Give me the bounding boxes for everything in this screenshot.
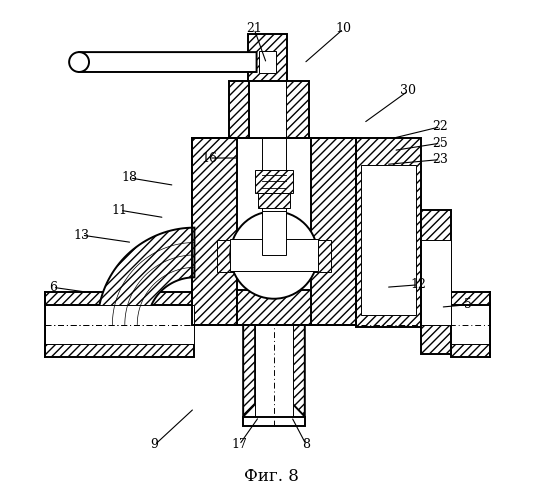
Polygon shape: [255, 170, 293, 193]
Polygon shape: [45, 292, 194, 304]
Polygon shape: [257, 193, 291, 208]
Text: 21: 21: [246, 22, 262, 35]
Text: 17: 17: [231, 438, 247, 452]
Polygon shape: [421, 210, 451, 354]
Text: Фиг. 8: Фиг. 8: [244, 468, 299, 484]
Polygon shape: [229, 81, 249, 138]
Text: 6: 6: [49, 281, 56, 294]
Polygon shape: [45, 344, 194, 357]
Polygon shape: [314, 240, 331, 272]
Bar: [243, 416, 305, 426]
Text: 8: 8: [302, 438, 310, 452]
Polygon shape: [98, 228, 194, 324]
Text: 5: 5: [464, 298, 472, 311]
Bar: [262, 211, 286, 255]
Polygon shape: [356, 138, 421, 327]
Bar: [262, 138, 286, 214]
Text: 13: 13: [73, 228, 90, 241]
Text: 16: 16: [201, 152, 217, 164]
Text: 9: 9: [151, 438, 159, 452]
Polygon shape: [311, 138, 356, 324]
Polygon shape: [451, 292, 490, 304]
Circle shape: [230, 211, 318, 298]
Text: 25: 25: [433, 136, 449, 149]
Text: 11: 11: [112, 204, 128, 216]
Text: 12: 12: [411, 278, 426, 291]
Polygon shape: [217, 240, 234, 272]
Text: 30: 30: [400, 84, 416, 98]
Polygon shape: [293, 324, 305, 416]
Bar: [230, 239, 318, 271]
Polygon shape: [72, 52, 257, 72]
Bar: [249, 81, 286, 138]
Bar: [192, 138, 356, 324]
Bar: [451, 304, 490, 344]
Text: 23: 23: [433, 153, 449, 166]
Polygon shape: [248, 34, 287, 81]
Bar: [255, 324, 293, 416]
Bar: [258, 51, 276, 74]
Polygon shape: [192, 138, 237, 324]
Polygon shape: [237, 290, 311, 324]
Bar: [361, 166, 416, 314]
Text: 10: 10: [336, 22, 352, 35]
Bar: [45, 304, 194, 344]
Text: 22: 22: [433, 120, 449, 133]
Polygon shape: [451, 344, 490, 357]
Text: 18: 18: [122, 172, 138, 184]
Polygon shape: [243, 324, 255, 416]
Polygon shape: [286, 81, 309, 138]
Bar: [421, 240, 451, 324]
Circle shape: [69, 52, 89, 72]
